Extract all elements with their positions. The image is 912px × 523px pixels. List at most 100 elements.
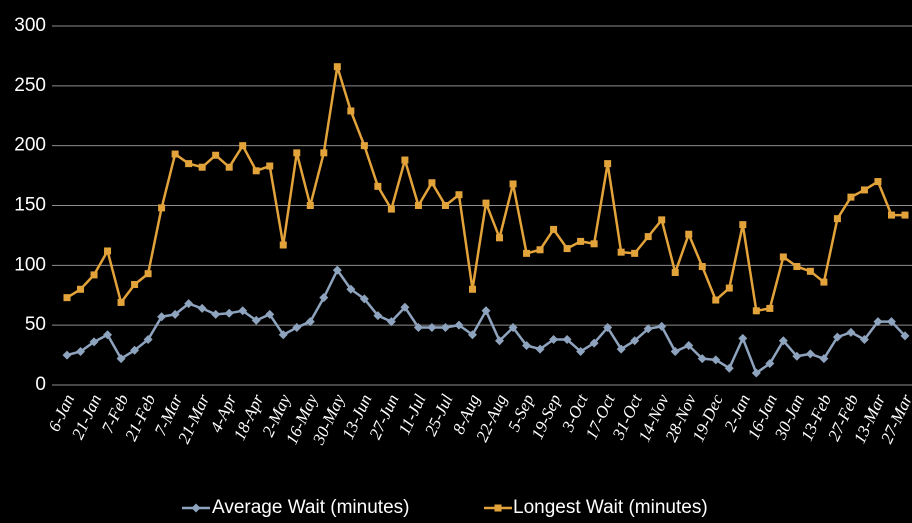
- point: [481, 306, 491, 316]
- point: [441, 202, 449, 209]
- point: [143, 335, 153, 345]
- legend-marker: [494, 504, 502, 512]
- legend-label: Average Wait (minutes): [212, 497, 409, 518]
- point: [577, 237, 585, 245]
- point: [360, 142, 368, 150]
- point: [901, 211, 909, 219]
- point: [278, 330, 288, 340]
- point: [874, 178, 882, 186]
- point: [549, 335, 559, 345]
- point: [468, 285, 476, 293]
- point: [116, 354, 126, 364]
- point: [739, 221, 747, 229]
- point: [631, 249, 639, 257]
- point: [496, 234, 504, 242]
- y-tick-label: 0: [35, 374, 46, 395]
- point: [144, 270, 152, 278]
- point: [440, 323, 450, 333]
- point: [697, 354, 707, 364]
- point: [251, 315, 261, 325]
- point: [185, 160, 193, 168]
- point: [347, 107, 355, 115]
- point: [536, 246, 544, 254]
- point: [509, 180, 517, 188]
- point: [482, 199, 490, 207]
- y-tick-label: 300: [14, 15, 46, 36]
- point: [805, 349, 815, 359]
- point: [550, 225, 558, 233]
- y-tick-label: 250: [14, 75, 46, 96]
- point: [414, 202, 422, 209]
- y-tick-label: 200: [14, 135, 46, 156]
- point: [563, 245, 571, 253]
- point: [130, 345, 140, 355]
- point: [523, 249, 531, 257]
- point: [279, 241, 287, 249]
- point: [333, 63, 341, 71]
- point: [657, 321, 667, 331]
- point: [535, 344, 545, 354]
- point: [292, 323, 302, 333]
- point: [859, 335, 869, 345]
- point: [684, 341, 694, 351]
- point: [77, 285, 85, 293]
- legend-label: Longest Wait (minutes): [513, 497, 708, 518]
- point: [266, 162, 274, 170]
- point: [671, 269, 679, 277]
- point: [373, 311, 383, 321]
- point: [860, 186, 868, 194]
- point: [616, 344, 626, 354]
- point: [386, 317, 396, 327]
- point: [562, 335, 572, 345]
- point: [157, 312, 167, 322]
- point: [158, 204, 166, 212]
- point: [252, 167, 260, 175]
- point: [887, 211, 895, 219]
- point: [184, 299, 194, 309]
- point: [832, 332, 842, 342]
- point: [644, 233, 652, 241]
- point: [212, 151, 220, 159]
- point: [792, 351, 802, 361]
- point: [725, 284, 733, 292]
- point: [779, 253, 787, 261]
- point: [643, 324, 653, 334]
- point: [630, 336, 640, 346]
- point: [413, 323, 423, 333]
- point: [305, 317, 315, 327]
- point: [820, 278, 828, 286]
- point: [319, 293, 329, 303]
- point: [698, 263, 706, 271]
- point: [170, 309, 180, 319]
- point: [104, 247, 112, 255]
- y-tick-label: 100: [14, 254, 46, 275]
- point: [224, 308, 234, 318]
- point: [62, 350, 72, 360]
- point: [225, 163, 233, 171]
- point: [63, 294, 71, 302]
- point: [765, 358, 775, 368]
- point: [589, 338, 599, 348]
- point: [320, 149, 328, 157]
- point: [603, 323, 613, 333]
- point: [576, 346, 586, 356]
- point: [211, 309, 221, 319]
- point: [387, 205, 395, 213]
- point: [712, 296, 720, 304]
- point: [238, 306, 248, 316]
- point: [495, 336, 505, 346]
- point: [239, 142, 247, 150]
- point: [847, 193, 855, 201]
- point: [846, 327, 856, 337]
- point: [711, 355, 721, 365]
- point: [374, 182, 382, 190]
- point: [455, 191, 463, 199]
- point: [658, 216, 666, 224]
- point: [833, 215, 841, 223]
- point: [806, 267, 814, 275]
- point: [617, 248, 625, 256]
- y-tick-label: 50: [25, 314, 46, 335]
- point: [117, 298, 125, 306]
